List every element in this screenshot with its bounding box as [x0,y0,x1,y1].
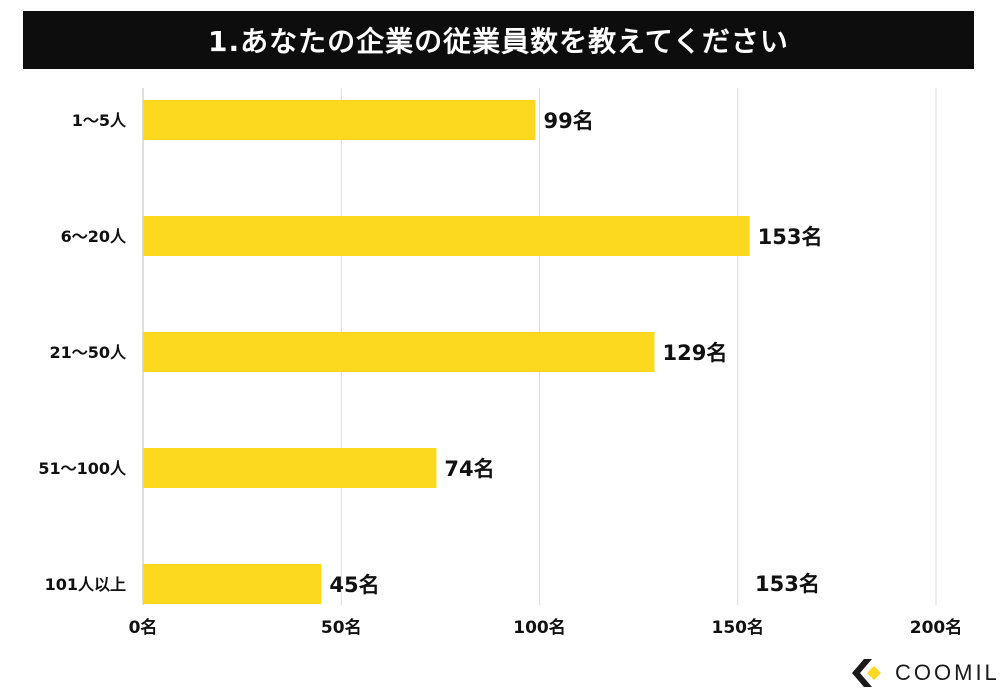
data-label: 129名 [662,341,727,365]
chart-title: 1.あなたの企業の従業員数を教えてください [208,25,789,58]
data-label: 153名 [758,225,823,249]
coomil-logo-icon [852,659,881,687]
category-label: 21〜50人 [49,343,127,362]
bar [143,564,322,604]
data-label: 74名 [444,457,494,481]
x-tick-label: 200名 [910,617,963,638]
x-tick-label: 100名 [513,617,566,638]
title-bar: 1.あなたの企業の従業員数を教えてください [23,11,974,69]
brand-logo: COOMIL [850,656,1000,690]
bar [143,448,437,488]
bar-chart: 0名 50名 100名 150名 200名 1〜5人 99名 6〜20人 153名 21〜50人 1… [38,88,963,638]
x-tick-label: 150名 [712,617,765,638]
category-label: 51〜100人 [38,459,127,478]
bar [143,100,536,140]
data-label: 99名 [544,109,594,133]
x-tick-label: 50名 [321,617,362,638]
category-label: 6〜20人 [61,227,127,246]
bar [143,332,655,372]
bar [143,216,750,256]
category-label: 101人以上 [45,575,126,594]
category-label: 1〜5人 [72,111,127,130]
data-label: 45名 [329,573,379,597]
floating-value-label: 153名 [755,572,820,596]
brand-name: COOMIL [895,660,1000,685]
x-tick-label: 0名 [129,617,158,638]
